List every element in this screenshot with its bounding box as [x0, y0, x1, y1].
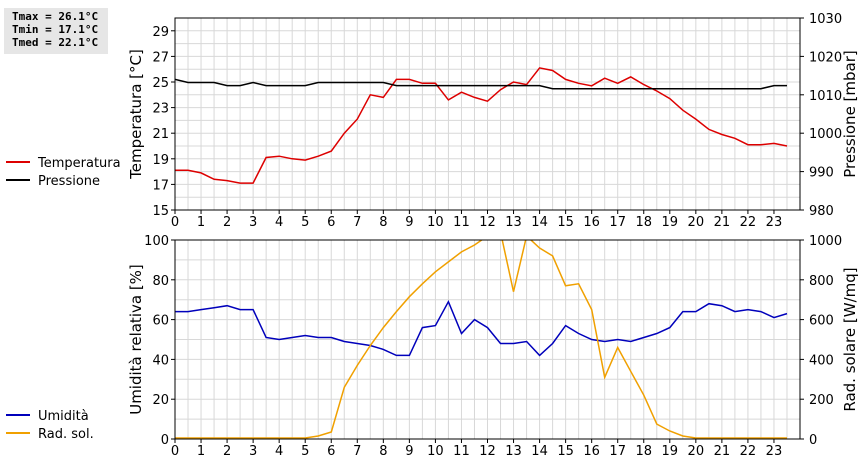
y-tick-label: 40: [152, 353, 169, 368]
y2-axis-label: Pressione [mbar]: [841, 50, 859, 178]
x-tick-label: 3: [249, 444, 257, 459]
x-tick-label: 13: [505, 215, 522, 230]
x-tick-label: 16: [583, 444, 600, 459]
y-tick-label: 23: [152, 102, 169, 117]
x-tick-label: 14: [531, 444, 548, 459]
y2-tick-label: 800: [809, 274, 834, 289]
x-tick-label: 18: [635, 444, 652, 459]
y-tick-label: 29: [152, 25, 169, 40]
y2-tick-label: 990: [809, 166, 834, 181]
x-tick-label: 5: [301, 215, 309, 230]
x-tick-label: 3: [249, 215, 257, 230]
legend-item: Pressione: [6, 174, 100, 189]
y2-tick-label: 200: [809, 393, 834, 408]
x-tick-label: 4: [275, 215, 283, 230]
x-tick-label: 21: [714, 444, 731, 459]
y2-tick-label: 1010: [809, 89, 842, 104]
legend-item: Umidità: [6, 409, 89, 424]
x-tick-label: 20: [688, 444, 705, 459]
y2-tick-label: 1030: [809, 12, 842, 27]
x-tick-label: 19: [662, 444, 679, 459]
y-tick-label: 27: [152, 50, 169, 65]
x-tick-label: 20: [688, 215, 705, 230]
series-line-temperatura: [175, 67, 788, 184]
y-tick-label: 15: [152, 204, 169, 219]
y2-tick-label: 1000: [809, 127, 842, 142]
y-tick-label: 0: [161, 433, 169, 448]
x-tick-label: 6: [327, 215, 335, 230]
y-tick-label: 80: [152, 274, 169, 289]
x-tick-label: 8: [379, 215, 387, 230]
series-line-pressione: [175, 78, 787, 90]
x-tick-label: 7: [353, 215, 361, 230]
x-tick-label: 10: [427, 444, 444, 459]
x-tick-label: 14: [531, 215, 548, 230]
chart-panel-2: 0 1 2 3 4 5 6 7 8 9 10 11 12 13 14 15 16 17 18 19 20 21 22 2302…: [6, 234, 859, 459]
y-tick-label: 20: [152, 393, 169, 408]
x-tick-label: 6: [327, 444, 335, 459]
x-tick-label: 1: [197, 444, 205, 459]
y-tick-label: 19: [152, 153, 169, 168]
legend-item: Temperatura: [6, 156, 121, 171]
y2-tick-label: 400: [809, 353, 834, 368]
x-tick-label: 12: [479, 444, 496, 459]
x-tick-label: 23: [766, 444, 783, 459]
y2-tick-label: 1000: [809, 234, 842, 249]
legend-label: Temperatura: [37, 156, 121, 171]
y-tick-label: 60: [152, 314, 169, 329]
legend-label: Umidità: [38, 409, 89, 424]
x-tick-label: 18: [635, 215, 652, 230]
x-tick-label: 21: [714, 215, 731, 230]
x-tick-label: 1: [197, 215, 205, 230]
x-tick-label: 9: [405, 444, 413, 459]
x-tick-label: 15: [557, 215, 574, 230]
chart-panel-1: 0 1 2 3 4 5 6 7 8 9 10 11 12 13 14 15 16 17 18 19 20 21 22 2315…: [6, 12, 859, 230]
x-tick-label: 11: [453, 444, 470, 459]
x-tick-label: 16: [583, 215, 600, 230]
x-tick-label: 13: [505, 444, 522, 459]
y-tick-label: 21: [152, 127, 169, 142]
x-tick-label: 2: [223, 444, 231, 459]
x-tick-label: 11: [453, 215, 470, 230]
x-tick-label: 19: [662, 215, 679, 230]
y2-tick-label: 1020: [809, 50, 842, 65]
x-tick-label: 22: [740, 215, 757, 230]
x-tick-label: 4: [275, 444, 283, 459]
legend-label: Pressione: [38, 174, 100, 189]
x-tick-label: 15: [557, 444, 574, 459]
y-tick-label: 17: [152, 178, 169, 193]
x-tick-label: 22: [740, 444, 757, 459]
x-tick-label: 9: [405, 215, 413, 230]
x-tick-label: 23: [766, 215, 783, 230]
x-tick-label: 7: [353, 444, 361, 459]
series-line-rad-sol-: [175, 240, 787, 439]
x-tick-label: 8: [379, 444, 387, 459]
x-tick-label: 0: [171, 444, 179, 459]
series-line-umidità: [175, 299, 788, 357]
y2-tick-label: 600: [809, 314, 834, 329]
y2-tick-label: 0: [809, 433, 817, 448]
legend-item: Rad. sol.: [6, 427, 94, 442]
x-tick-label: 17: [609, 444, 626, 459]
x-tick-label: 2: [223, 215, 231, 230]
x-tick-label: 17: [609, 215, 626, 230]
legend-label: Rad. sol.: [38, 427, 94, 442]
y-axis-label: Umidità relativa [%]: [127, 264, 145, 415]
stat-tmin: Tmin = 17.1°C: [12, 23, 99, 36]
y-axis-label: Temperatura [°C]: [127, 49, 145, 180]
x-tick-label: 10: [427, 215, 444, 230]
y-tick-label: 25: [152, 76, 169, 91]
x-tick-label: 0: [171, 215, 179, 230]
y-tick-label: 100: [144, 234, 169, 249]
stat-tmax: Tmax = 26.1°C: [12, 10, 99, 23]
x-tick-label: 5: [301, 444, 309, 459]
y2-axis-label: Rad. solare [W/mq]: [841, 267, 859, 411]
x-tick-label: 12: [479, 215, 496, 230]
y2-tick-label: 980: [809, 204, 834, 219]
stats-box: Tmax = 26.1°C Tmin = 17.1°C Tmed = 22.1°…: [4, 8, 108, 54]
stat-tmed: Tmed = 22.1°C: [12, 36, 99, 49]
